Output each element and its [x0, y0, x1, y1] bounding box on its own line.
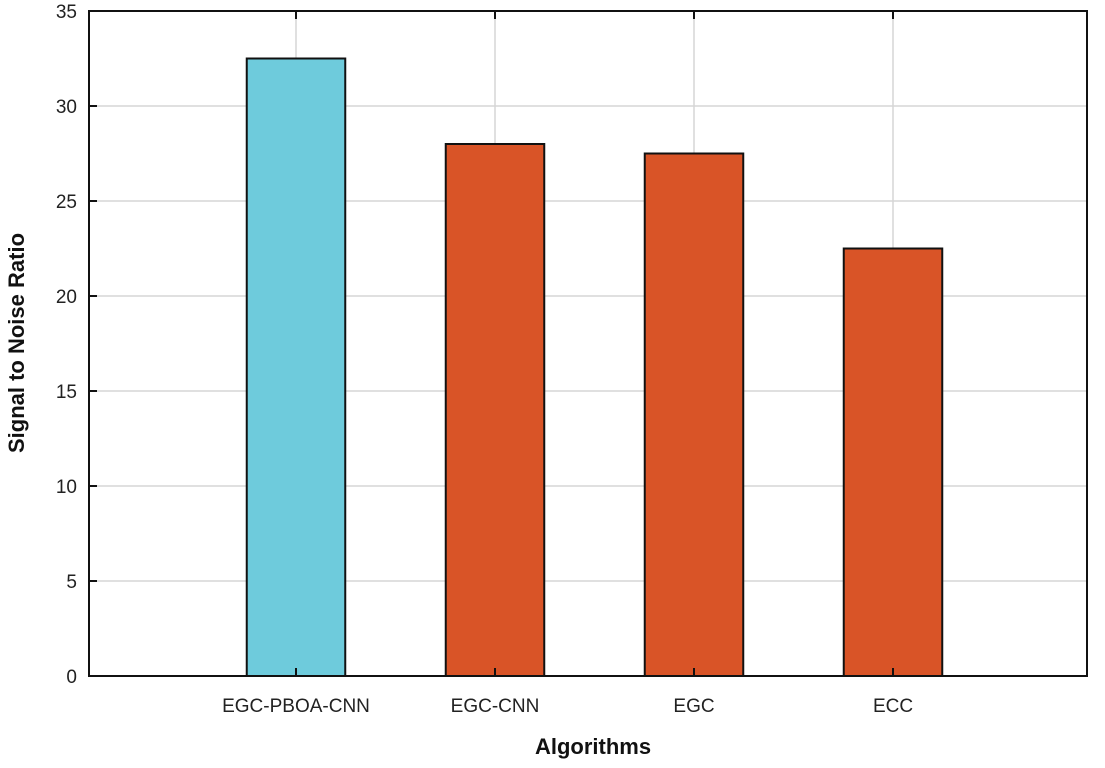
bar-egc [643, 152, 745, 677]
bar-ecc [842, 247, 944, 677]
y-tick-label: 20 [56, 287, 77, 308]
ticks: 0 5 10 15 20 25 30 35 EGC-PBOA-CNN EGC-CNN EGC ECC [56, 2, 913, 717]
y-tick-label: 30 [56, 97, 77, 118]
x-tick-label: EGC [673, 696, 714, 717]
y-tick-label: 35 [56, 2, 77, 23]
plot-frame [88, 10, 1088, 677]
y-tick-label: 15 [56, 382, 77, 403]
bar-egc-pboa-cnn [245, 57, 347, 677]
y-axis-label: Signal to Noise Ratio [4, 233, 29, 453]
x-tick-label: EGC-CNN [451, 696, 540, 717]
y-tick-label: 10 [56, 477, 77, 498]
bar-egc-cnn [444, 143, 546, 677]
y-tick-label: 5 [66, 572, 77, 593]
x-tick-label: EGC-PBOA-CNN [222, 696, 370, 717]
y-tick-label: 25 [56, 192, 77, 213]
bars [245, 57, 944, 677]
x-axis-label: Algorithms [535, 734, 651, 759]
y-tick-label: 0 [66, 667, 77, 688]
x-tick-label: ECC [873, 696, 913, 717]
